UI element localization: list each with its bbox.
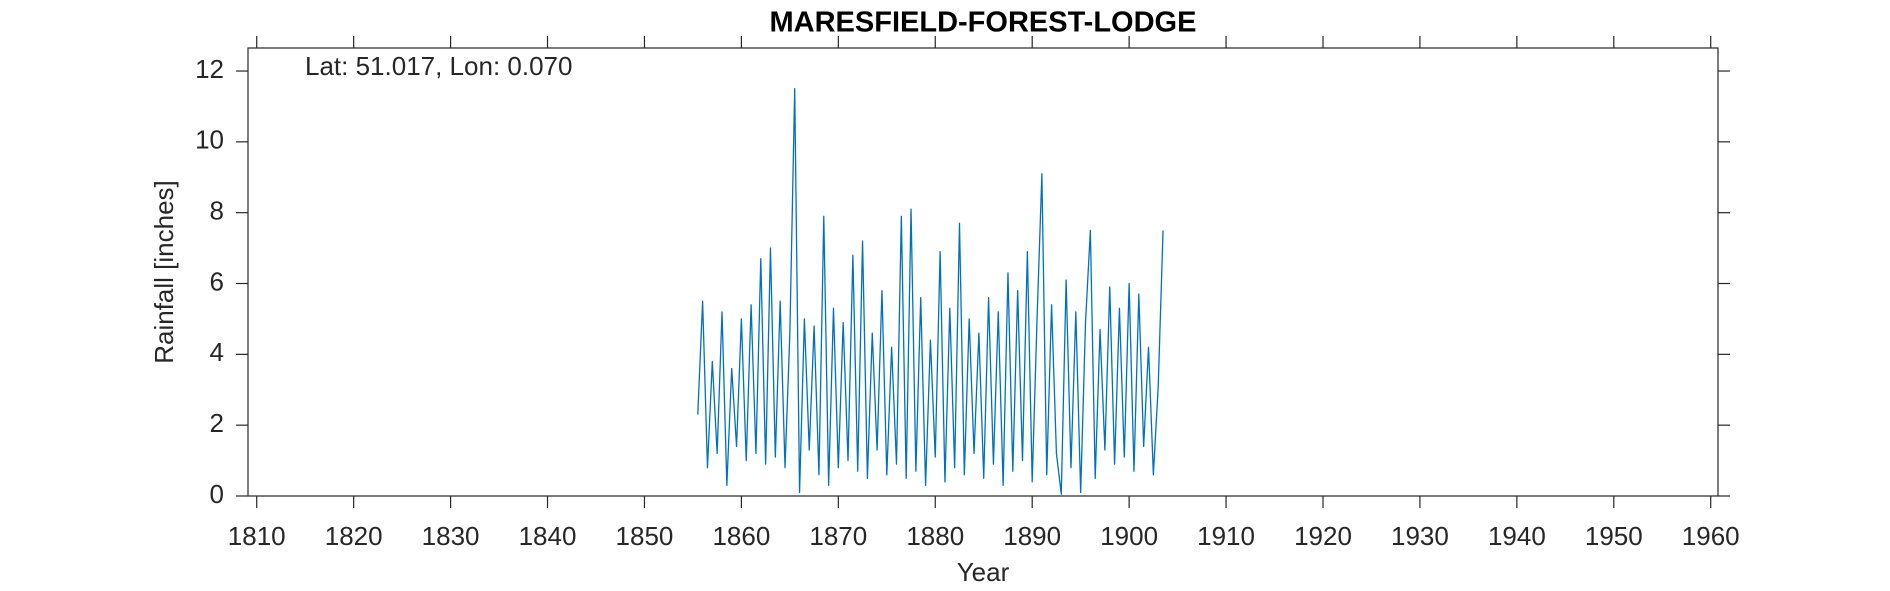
x-tick-label: 1880 bbox=[906, 521, 964, 551]
x-tick-label: 1920 bbox=[1294, 521, 1352, 551]
data-line bbox=[697, 88, 1164, 495]
x-tick-label: 1950 bbox=[1585, 521, 1643, 551]
y-tick-label: 8 bbox=[210, 196, 224, 226]
x-tick-label: 1910 bbox=[1197, 521, 1255, 551]
x-tick-label: 1930 bbox=[1391, 521, 1449, 551]
chart-title: MARESFIELD-FOREST-LODGE bbox=[770, 7, 1197, 39]
x-tick-label: 1940 bbox=[1488, 521, 1546, 551]
x-axis-label: Year bbox=[957, 557, 1010, 587]
x-tick-label: 1900 bbox=[1100, 521, 1158, 551]
x-tick-label: 1810 bbox=[228, 521, 286, 551]
x-tick-label: 1820 bbox=[325, 521, 383, 551]
x-tick-label: 1890 bbox=[1003, 521, 1061, 551]
y-tick-label: 0 bbox=[210, 479, 224, 509]
y-tick-label: 4 bbox=[210, 337, 224, 367]
y-tick-label: 10 bbox=[195, 125, 224, 155]
y-tick-label: 6 bbox=[210, 266, 224, 296]
axes-box bbox=[247, 47, 1719, 497]
y-tick-label: 2 bbox=[210, 408, 224, 438]
x-tick-label: 1840 bbox=[519, 521, 577, 551]
annotation: Lat: 51.017, Lon: 0.070 bbox=[305, 51, 572, 81]
x-tick-label: 1860 bbox=[712, 521, 770, 551]
y-tick-label: 12 bbox=[195, 54, 224, 84]
x-tick-label: 1870 bbox=[809, 521, 867, 551]
x-tick-label: 1850 bbox=[616, 521, 674, 551]
x-tick-label: 1960 bbox=[1682, 521, 1740, 551]
x-tick-label: 1830 bbox=[422, 521, 480, 551]
y-axis-label: Rainfall [inches] bbox=[149, 180, 179, 364]
